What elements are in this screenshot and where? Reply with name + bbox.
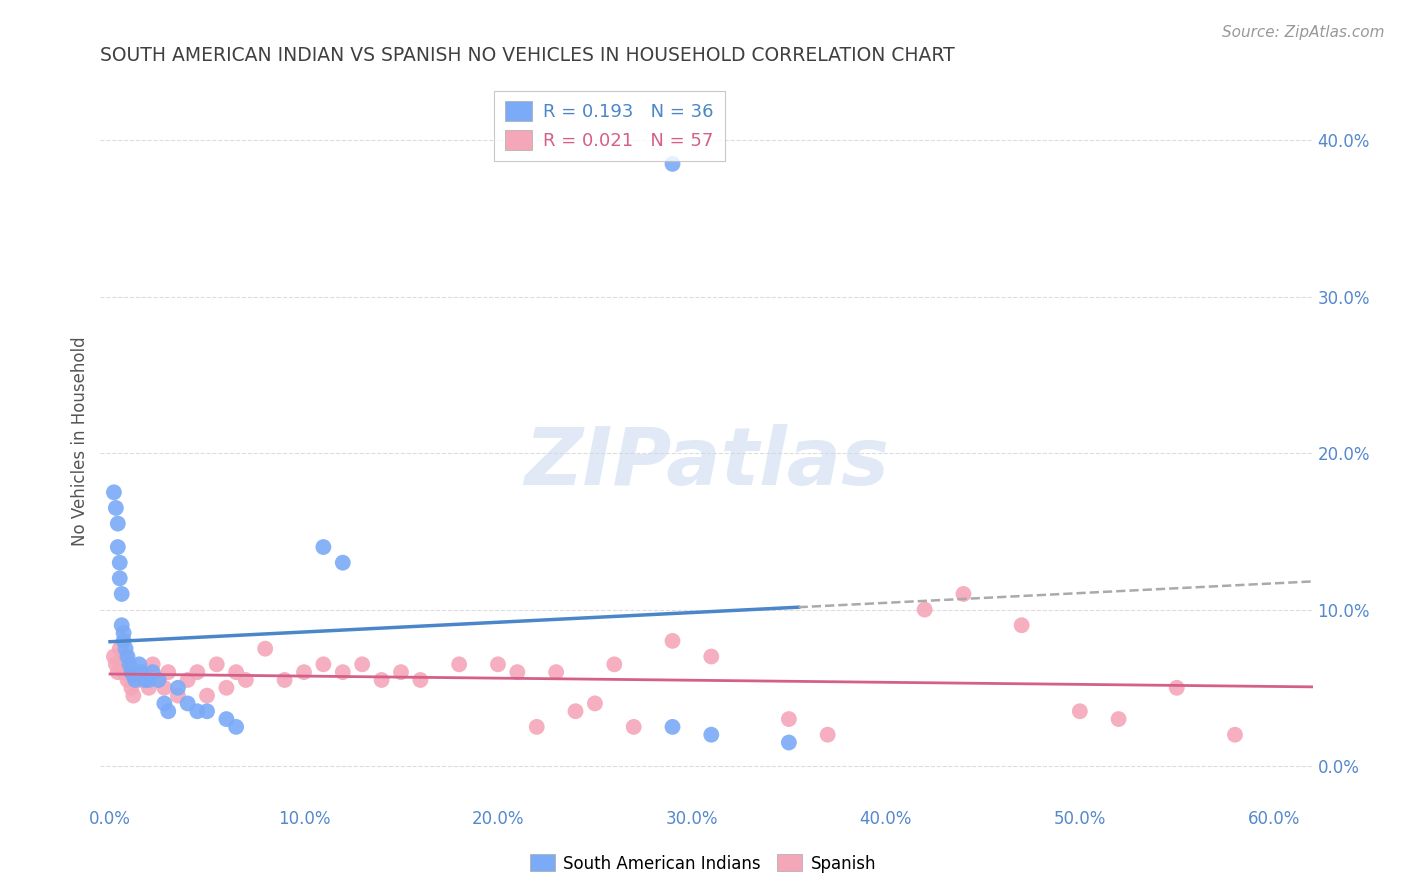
Text: Source: ZipAtlas.com: Source: ZipAtlas.com — [1222, 25, 1385, 40]
Point — [104, 657, 127, 672]
Point — [142, 657, 165, 672]
Point — [526, 720, 548, 734]
Point — [117, 673, 139, 687]
Point — [176, 673, 198, 687]
Point — [129, 665, 152, 680]
Y-axis label: No Vehicles in Household: No Vehicles in Household — [72, 336, 89, 546]
Point — [583, 697, 606, 711]
Point — [112, 665, 135, 680]
Point — [108, 556, 131, 570]
Point — [157, 665, 180, 680]
Point — [138, 673, 160, 687]
Point — [1069, 704, 1091, 718]
Point — [124, 673, 146, 687]
Point — [111, 618, 134, 632]
Point — [120, 665, 142, 680]
Point — [661, 157, 683, 171]
Point — [108, 571, 131, 585]
Point — [352, 657, 374, 672]
Point — [167, 681, 190, 695]
Text: ZIPatlas: ZIPatlas — [524, 425, 889, 502]
Point — [661, 633, 683, 648]
Point — [103, 649, 125, 664]
Point — [332, 556, 354, 570]
Point — [104, 500, 127, 515]
Point — [215, 712, 238, 726]
Point — [122, 689, 145, 703]
Point — [186, 704, 208, 718]
Point — [409, 673, 432, 687]
Point — [273, 673, 295, 687]
Point — [107, 540, 129, 554]
Point — [254, 641, 277, 656]
Point — [292, 665, 315, 680]
Point — [661, 720, 683, 734]
Point — [117, 649, 139, 664]
Point — [138, 681, 160, 695]
Point — [1223, 728, 1246, 742]
Point — [118, 657, 141, 672]
Text: SOUTH AMERICAN INDIAN VS SPANISH NO VEHICLES IN HOUSEHOLD CORRELATION CHART: SOUTH AMERICAN INDIAN VS SPANISH NO VEHI… — [100, 46, 955, 65]
Point — [817, 728, 839, 742]
Point — [142, 665, 165, 680]
Point — [176, 697, 198, 711]
Point — [153, 681, 176, 695]
Point — [449, 657, 471, 672]
Point — [167, 689, 190, 703]
Point — [546, 665, 568, 680]
Point — [134, 673, 156, 687]
Point — [107, 516, 129, 531]
Point — [1011, 618, 1033, 632]
Point — [205, 657, 228, 672]
Point — [122, 668, 145, 682]
Point — [332, 665, 354, 680]
Point — [153, 697, 176, 711]
Point — [564, 704, 586, 718]
Point — [120, 681, 142, 695]
Point — [312, 657, 335, 672]
Point — [129, 665, 152, 680]
Point — [118, 668, 141, 682]
Point — [778, 712, 800, 726]
Point — [195, 704, 218, 718]
Legend: South American Indians, Spanish: South American Indians, Spanish — [523, 847, 883, 880]
Point — [112, 626, 135, 640]
Point — [225, 720, 247, 734]
Point — [506, 665, 529, 680]
Point — [128, 673, 150, 687]
Point — [235, 673, 257, 687]
Point — [148, 673, 170, 687]
Point — [778, 735, 800, 749]
Point — [312, 540, 335, 554]
Point — [112, 633, 135, 648]
Point — [157, 704, 180, 718]
Point — [623, 720, 645, 734]
Point — [107, 665, 129, 680]
Point — [700, 649, 723, 664]
Point — [111, 657, 134, 672]
Legend: R = 0.193   N = 36, R = 0.021   N = 57: R = 0.193 N = 36, R = 0.021 N = 57 — [495, 91, 724, 161]
Point — [700, 728, 723, 742]
Point — [124, 673, 146, 687]
Point — [114, 649, 136, 664]
Point — [108, 641, 131, 656]
Point — [186, 665, 208, 680]
Point — [370, 673, 392, 687]
Point — [215, 681, 238, 695]
Point — [225, 665, 247, 680]
Point — [914, 602, 936, 616]
Point — [148, 673, 170, 687]
Point — [1108, 712, 1130, 726]
Point — [103, 485, 125, 500]
Point — [134, 673, 156, 687]
Point — [1166, 681, 1188, 695]
Point — [111, 587, 134, 601]
Point — [128, 657, 150, 672]
Point — [195, 689, 218, 703]
Point — [114, 641, 136, 656]
Point — [952, 587, 974, 601]
Point — [389, 665, 412, 680]
Point — [603, 657, 626, 672]
Point — [486, 657, 509, 672]
